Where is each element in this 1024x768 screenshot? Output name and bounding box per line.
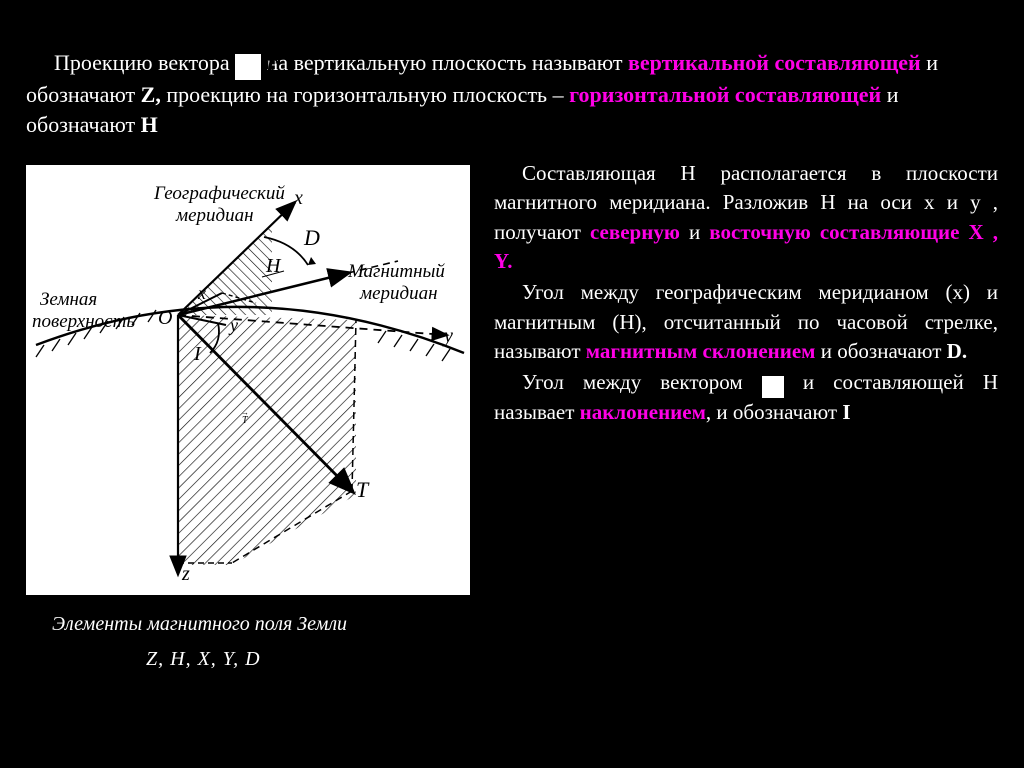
- right-para-2: Угол между географическим меридианом (x)…: [494, 278, 998, 366]
- symbol-i: I: [842, 400, 850, 424]
- rp3c: , и обозначают: [706, 400, 842, 424]
- figure-caption-2: Z, H, X, Y, D: [146, 648, 476, 671]
- label-geo-meridian-1: Географический: [154, 183, 285, 205]
- label-i-angle: I: [194, 343, 201, 366]
- label-earth-1: Земная: [40, 289, 97, 311]
- label-t-small: T: [242, 415, 248, 426]
- right-para-3: Угол между вектором Т и составляющей H н…: [494, 368, 998, 427]
- right-para-1: Составляющая H располагается в плоскости…: [494, 159, 998, 277]
- intro-text-2: на вертикальную плоскость называют: [267, 50, 628, 75]
- figure-caption-1: Элементы магнитного поля Земли: [52, 613, 476, 636]
- term-inclination: наклонением: [580, 400, 706, 424]
- term-north: северную: [590, 220, 680, 244]
- term-declination: магнитным склонением: [586, 339, 816, 363]
- right-text-column: Составляющая H располагается в плоскости…: [494, 159, 998, 671]
- content-row: Географический меридиан Магнитный мериди…: [26, 159, 998, 671]
- symbol-d: D.: [947, 339, 967, 363]
- intro-text-1: Проекцию вектора: [54, 50, 235, 75]
- label-mag-meridian-1: Магнитный: [348, 261, 445, 283]
- label-x-axis: x: [294, 187, 303, 210]
- symbol-z: Z,: [141, 82, 161, 107]
- label-d: D: [304, 225, 320, 251]
- intro-text-4: проекцию на горизонтальную плоскость –: [166, 82, 569, 107]
- term-horizontal-component: горизонтальной составляющей: [569, 82, 881, 107]
- label-t-vector: T: [356, 477, 368, 503]
- intro-paragraph: Проекцию вектора Т на вертикальную плоск…: [26, 48, 998, 141]
- label-earth-2: поверхность: [32, 311, 135, 333]
- symbol-h: H: [141, 112, 158, 137]
- rp2b: и обозначают: [821, 339, 947, 363]
- rp1b: и: [689, 220, 709, 244]
- vector-t-symbol-2: Т: [762, 376, 784, 398]
- rp3a: Угол между вектором: [522, 370, 762, 394]
- label-z-axis: z: [182, 563, 190, 586]
- label-y-axis: y: [444, 325, 453, 348]
- label-x-small: x: [198, 283, 206, 304]
- vector-t-symbol: Т: [235, 54, 261, 80]
- label-origin: О: [158, 307, 172, 330]
- label-y-small: y: [230, 315, 238, 336]
- diagram-svg: [26, 165, 470, 595]
- label-mag-meridian-2: меридиан: [360, 283, 438, 305]
- term-vertical-component: вертикальной составляющей: [628, 50, 921, 75]
- label-geo-meridian-2: меридиан: [176, 205, 254, 227]
- figure-column: Географический меридиан Магнитный мериди…: [26, 159, 476, 671]
- earth-magnetic-field-diagram: Географический меридиан Магнитный мериди…: [26, 165, 470, 595]
- label-h-vector: H: [266, 255, 280, 278]
